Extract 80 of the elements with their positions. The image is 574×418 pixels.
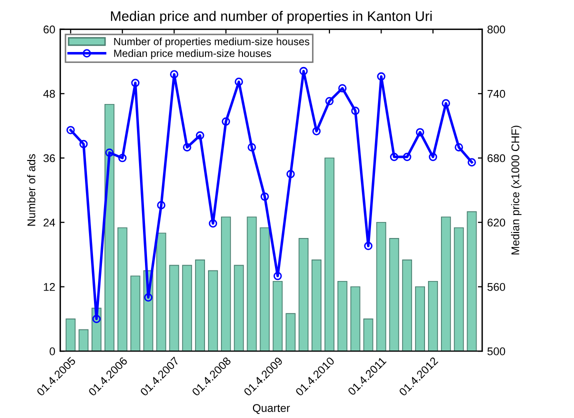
- bar: [440, 216, 451, 352]
- x-axis-title: Quarter: [252, 404, 290, 414]
- point: [454, 143, 464, 152]
- y-tick-label: 24: [44, 218, 56, 226]
- point: [286, 170, 295, 178]
- bar: [246, 216, 257, 352]
- bar: [363, 318, 374, 352]
- bar: [337, 280, 348, 352]
- point: [118, 154, 127, 162]
- point: [234, 78, 244, 86]
- y2-tick-label: 560: [487, 283, 506, 291]
- bar: [130, 276, 140, 352]
- point: [428, 152, 438, 162]
- bar: [156, 232, 166, 352]
- point: [79, 140, 88, 148]
- y-axis-title: Number of ads: [27, 154, 36, 226]
- bar: [220, 216, 231, 352]
- point: [338, 84, 347, 92]
- point: [274, 272, 282, 280]
- bar: [195, 260, 205, 352]
- point: [402, 152, 412, 162]
- point: [325, 96, 334, 106]
- bar: [350, 286, 360, 352]
- bar: [428, 280, 438, 352]
- point: [377, 72, 386, 81]
- bar: [117, 227, 128, 352]
- bar: [272, 280, 283, 352]
- y2-tick-label: 500: [487, 347, 506, 356]
- bar: [415, 286, 425, 352]
- point: [390, 152, 398, 162]
- y2-tick-label: 740: [488, 90, 506, 98]
- point: [170, 70, 178, 78]
- bar: [312, 260, 322, 352]
- bar: [66, 318, 76, 352]
- bar: [234, 264, 244, 352]
- point: [468, 158, 476, 166]
- bar: [402, 260, 412, 352]
- y-tick-label: 36: [43, 154, 55, 162]
- bar: [389, 238, 400, 352]
- chart-title: Median price and number of properties in Kanton Uri: [111, 10, 432, 24]
- bar: [260, 227, 270, 352]
- bar: [298, 238, 309, 352]
- point: [131, 78, 140, 88]
- point: [299, 66, 308, 76]
- legend-label: Median price medium-size houses: [114, 49, 272, 60]
- point: [196, 131, 204, 140]
- bar: [78, 329, 89, 352]
- point: [364, 242, 372, 250]
- bar: [208, 270, 218, 352]
- point: [182, 143, 192, 152]
- bar: [104, 104, 114, 352]
- y-tick-label: 0: [50, 347, 55, 356]
- y2-tick-label: 620: [488, 218, 506, 227]
- point: [105, 148, 114, 157]
- y-tick-label: 60: [44, 26, 55, 34]
- point: [92, 314, 101, 324]
- point: [208, 219, 218, 228]
- point: [416, 128, 424, 136]
- y2-axis-title: Median price (x1000 CHF): [511, 126, 522, 254]
- bar: [376, 222, 386, 352]
- point: [442, 99, 450, 108]
- point: [312, 127, 321, 136]
- bar: [182, 264, 192, 352]
- point: [144, 293, 152, 302]
- point: [248, 143, 256, 152]
- point: [351, 106, 360, 115]
- point: [157, 201, 166, 210]
- point: [222, 117, 230, 126]
- bar: [286, 313, 296, 352]
- bar: [324, 158, 334, 352]
- point: [66, 126, 75, 134]
- bar: [169, 264, 180, 352]
- y-tick-label: 12: [44, 283, 55, 291]
- point: [260, 192, 269, 201]
- legend-label: Number of properties medium-size houses: [114, 38, 310, 48]
- bar: [454, 227, 464, 352]
- y2-tick-label: 680: [488, 154, 506, 162]
- bar: [466, 211, 477, 352]
- y2-tick-label: 800: [488, 26, 506, 34]
- y-tick-label: 48: [43, 90, 55, 98]
